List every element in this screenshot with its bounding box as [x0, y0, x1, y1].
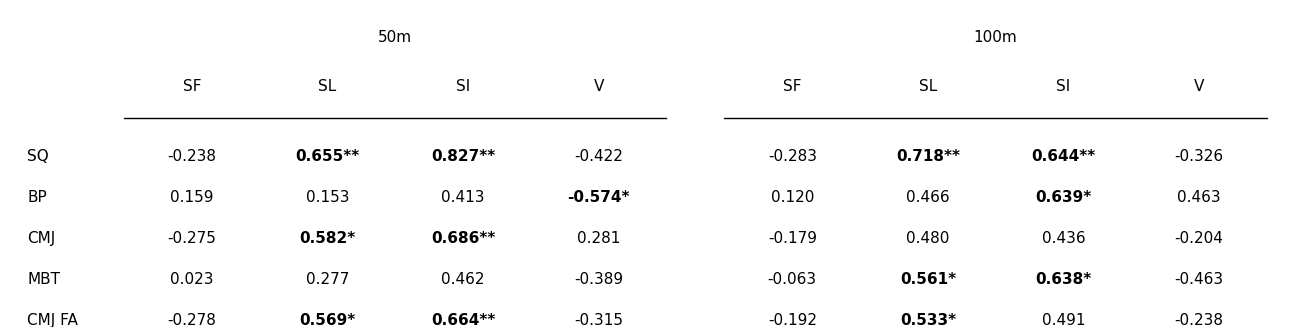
Text: 0.436: 0.436: [1042, 231, 1086, 246]
Text: 0.413: 0.413: [441, 190, 485, 205]
Text: V: V: [1194, 79, 1205, 94]
Text: 0.718**: 0.718**: [895, 149, 960, 164]
Text: 0.159: 0.159: [170, 190, 214, 205]
Text: -0.179: -0.179: [767, 231, 817, 246]
Text: 0.561*: 0.561*: [899, 272, 956, 287]
Text: 0.533*: 0.533*: [899, 313, 956, 327]
Text: 0.582*: 0.582*: [299, 231, 356, 246]
Text: -0.192: -0.192: [767, 313, 817, 327]
Text: 0.466: 0.466: [906, 190, 950, 205]
Text: 0.491: 0.491: [1042, 313, 1086, 327]
Text: 0.023: 0.023: [170, 272, 214, 287]
Text: -0.389: -0.389: [575, 272, 624, 287]
Text: -0.275: -0.275: [167, 231, 216, 246]
Text: SI: SI: [455, 79, 470, 94]
Text: SI: SI: [1056, 79, 1070, 94]
Text: -0.574*: -0.574*: [567, 190, 630, 205]
Text: 0.827**: 0.827**: [431, 149, 496, 164]
Text: SQ: SQ: [27, 149, 49, 164]
Text: SL: SL: [919, 79, 937, 94]
Text: 0.686**: 0.686**: [431, 231, 496, 246]
Text: -0.204: -0.204: [1175, 231, 1223, 246]
Text: 100m: 100m: [974, 30, 1017, 45]
Text: 50m: 50m: [378, 30, 413, 45]
Text: -0.283: -0.283: [767, 149, 817, 164]
Text: 0.664**: 0.664**: [431, 313, 496, 327]
Text: -0.238: -0.238: [1175, 313, 1224, 327]
Text: 0.281: 0.281: [577, 231, 620, 246]
Text: CMJ: CMJ: [27, 231, 56, 246]
Text: 0.480: 0.480: [906, 231, 950, 246]
Text: 0.463: 0.463: [1178, 190, 1220, 205]
Text: 0.569*: 0.569*: [299, 313, 356, 327]
Text: BP: BP: [27, 190, 47, 205]
Text: 0.153: 0.153: [305, 190, 349, 205]
Text: -0.463: -0.463: [1175, 272, 1224, 287]
Text: 0.462: 0.462: [441, 272, 485, 287]
Text: 0.638*: 0.638*: [1035, 272, 1092, 287]
Text: SF: SF: [783, 79, 801, 94]
Text: SF: SF: [182, 79, 201, 94]
Text: 0.639*: 0.639*: [1035, 190, 1092, 205]
Text: -0.238: -0.238: [167, 149, 216, 164]
Text: 0.644**: 0.644**: [1031, 149, 1096, 164]
Text: 0.277: 0.277: [305, 272, 349, 287]
Text: SL: SL: [318, 79, 336, 94]
Text: -0.326: -0.326: [1175, 149, 1224, 164]
Text: MBT: MBT: [27, 272, 61, 287]
Text: V: V: [594, 79, 604, 94]
Text: -0.315: -0.315: [575, 313, 624, 327]
Text: -0.422: -0.422: [575, 149, 622, 164]
Text: 0.655**: 0.655**: [295, 149, 360, 164]
Text: -0.278: -0.278: [167, 313, 216, 327]
Text: -0.063: -0.063: [767, 272, 817, 287]
Text: CMJ FA: CMJ FA: [27, 313, 78, 327]
Text: 0.120: 0.120: [770, 190, 814, 205]
